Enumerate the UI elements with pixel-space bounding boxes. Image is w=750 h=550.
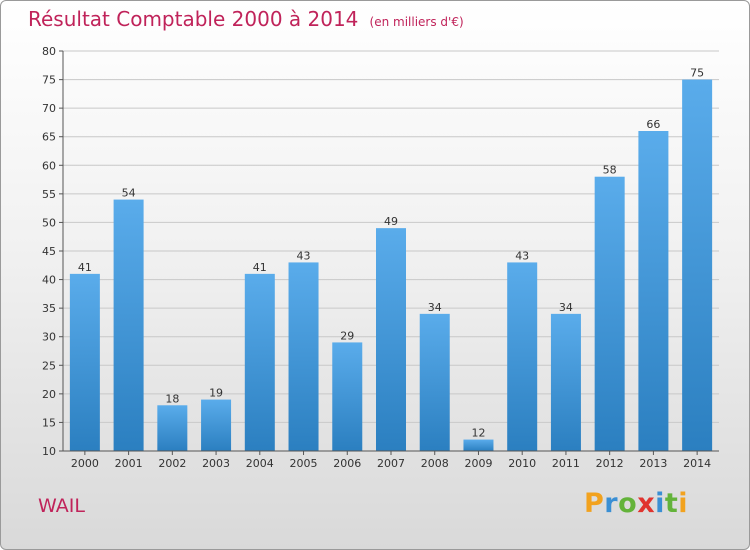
bar xyxy=(550,313,581,451)
bar-value-label: 43 xyxy=(515,249,529,262)
bar xyxy=(157,405,188,451)
bar xyxy=(463,439,494,451)
logo-letter: t xyxy=(664,488,679,519)
location-label: WAIL xyxy=(38,495,85,517)
logo-letter: o xyxy=(618,488,638,519)
bar-value-label: 29 xyxy=(340,329,354,342)
bar-value-label: 75 xyxy=(690,67,704,80)
bar-value-label: 41 xyxy=(78,261,92,274)
y-tick-label: 40 xyxy=(42,274,56,287)
chart-title-main: Résultat Comptable 2000 à 2014 xyxy=(28,7,359,31)
x-tick-label: 2012 xyxy=(596,457,624,470)
logo-letter: r xyxy=(604,488,619,519)
y-tick-label: 35 xyxy=(42,302,56,315)
proxiti-logo: Proxiti xyxy=(584,488,688,519)
bar-value-label: 58 xyxy=(603,164,617,177)
bar xyxy=(376,228,406,451)
x-tick-label: 2014 xyxy=(683,457,711,470)
bar-value-label: 18 xyxy=(165,392,179,405)
y-tick-label: 10 xyxy=(42,445,56,458)
y-tick-label: 15 xyxy=(42,416,56,429)
y-tick-label: 75 xyxy=(42,74,56,87)
x-tick-label: 2008 xyxy=(421,457,449,470)
x-tick-label: 2010 xyxy=(508,457,536,470)
bar xyxy=(244,273,275,451)
bar-value-label: 54 xyxy=(122,187,136,200)
x-tick-label: 2013 xyxy=(639,457,667,470)
bar xyxy=(419,313,450,451)
logo-letter: x xyxy=(637,488,656,519)
bar xyxy=(113,199,144,451)
chart-title: Résultat Comptable 2000 à 2014 (en milli… xyxy=(28,7,464,31)
bar xyxy=(288,262,319,451)
bar-value-label: 41 xyxy=(253,261,267,274)
x-tick-label: 2005 xyxy=(290,457,318,470)
bar xyxy=(332,342,363,451)
x-tick-label: 2001 xyxy=(115,457,143,470)
x-tick-label: 2004 xyxy=(246,457,274,470)
bar xyxy=(682,79,713,452)
bar-value-label: 12 xyxy=(471,427,485,440)
logo-letter: P xyxy=(584,488,605,519)
bar-value-label: 19 xyxy=(209,387,223,400)
y-tick-label: 45 xyxy=(42,245,56,258)
y-tick-label: 55 xyxy=(42,188,56,201)
bar-value-label: 34 xyxy=(428,301,442,314)
x-tick-label: 2007 xyxy=(377,457,405,470)
y-tick-label: 50 xyxy=(42,216,56,229)
logo-letter: i xyxy=(678,488,689,519)
y-tick-label: 65 xyxy=(42,131,56,144)
bar-value-label: 34 xyxy=(559,301,573,314)
y-tick-label: 70 xyxy=(42,102,56,115)
y-tick-label: 60 xyxy=(42,159,56,172)
bar xyxy=(201,399,232,451)
bar xyxy=(507,262,538,451)
bar-value-label: 43 xyxy=(297,249,311,262)
x-tick-label: 2000 xyxy=(71,457,99,470)
bar xyxy=(594,176,625,451)
x-tick-label: 2011 xyxy=(552,457,580,470)
x-tick-label: 2003 xyxy=(202,457,230,470)
x-tick-label: 2006 xyxy=(333,457,361,470)
bar-value-label: 66 xyxy=(646,118,660,131)
y-tick-label: 30 xyxy=(42,331,56,344)
chart-subtitle: (en milliers d'€) xyxy=(369,15,464,29)
y-tick-label: 25 xyxy=(42,359,56,372)
x-tick-label: 2002 xyxy=(158,457,186,470)
x-tick-label: 2009 xyxy=(464,457,492,470)
bar xyxy=(638,131,669,451)
logo-letter: i xyxy=(655,488,665,519)
y-tick-label: 80 xyxy=(42,45,56,58)
y-tick-label: 20 xyxy=(42,388,56,401)
bar xyxy=(69,273,100,451)
bar-value-label: 49 xyxy=(384,215,398,228)
